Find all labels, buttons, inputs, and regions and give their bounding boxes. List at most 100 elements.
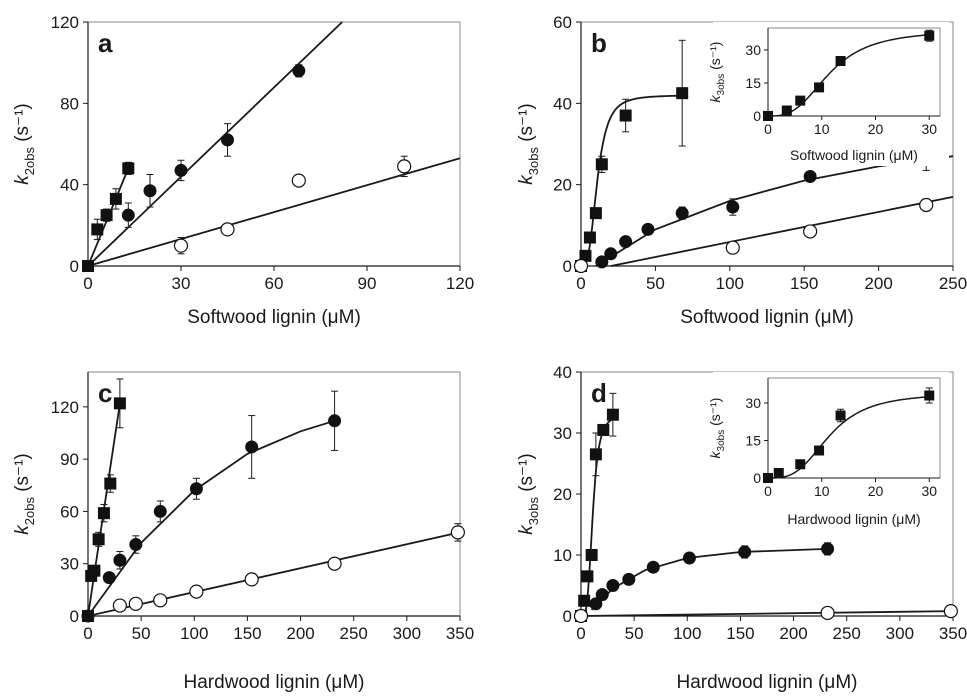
panel-a-point-square — [100, 209, 113, 222]
panel-a-y-tick-label: 0 — [70, 257, 79, 276]
panel-d-x-tick-label: 300 — [886, 624, 914, 643]
panel-a-point-circle — [121, 208, 135, 222]
panel-d-x-tick-label: 200 — [779, 624, 807, 643]
inset-y-axis-label: k3obs (s⁻¹) — [707, 42, 727, 103]
panel-d-y-tick-label: 0 — [563, 607, 572, 626]
inset-fit-line-square — [768, 34, 930, 117]
inset-y-tick-label: 30 — [745, 42, 761, 58]
panel-b-point-circle — [595, 255, 609, 269]
panel-b-point-open-circle — [803, 224, 818, 239]
inset-fit-line-square — [768, 396, 930, 479]
panel-b-y-tick-label: 0 — [563, 257, 572, 276]
panel-b-point-open-circle — [573, 258, 589, 274]
panel-c-point-square — [88, 564, 101, 577]
panel-c-point-circle — [81, 609, 95, 623]
inset-y-tick-label: 0 — [753, 108, 761, 124]
panel-c-point-circle — [153, 504, 167, 518]
panel-d-point-square — [589, 448, 602, 461]
panel-c-point-open-circle — [450, 525, 465, 540]
panel-b-point-open-circle — [725, 240, 740, 255]
panel-b-y-axis-label: k3obs (s⁻¹) — [516, 103, 541, 185]
panel-c-y-tick-label: 0 — [70, 607, 79, 626]
panel-a-y-tick-label: 120 — [51, 13, 79, 32]
panel-a: 0 30 60 90 120 0 40 80 120 Softwood lignin (μM) — [51, 13, 475, 328]
panel-d-point-circle — [589, 597, 603, 611]
panel-c-y-tick-label: 60 — [60, 502, 79, 521]
panel-a-point-circle — [143, 184, 157, 198]
inset-x-axis-label: Softwood lignin (μM) — [790, 147, 918, 163]
panel-c-point-square — [92, 533, 105, 546]
panel-a-point-circle — [221, 133, 234, 147]
panel-d-point-circle — [595, 588, 609, 602]
panel-c-point-circle — [245, 440, 259, 454]
panel-a-point-square — [122, 162, 135, 175]
panel-b-fit-line-circle — [595, 155, 954, 267]
inset-point-square — [781, 105, 792, 116]
panel-a-fit-line-open-circle — [87, 157, 461, 267]
panel-b-point-square — [676, 87, 689, 100]
panel-b-fit-line-open-circle — [610, 196, 954, 267]
panel-c: 0 50 100 150 200 250 300 350 0 30 60 90 120 Hardwood … — [51, 371, 474, 693]
panel-d-y-tick-label: 20 — [553, 485, 572, 504]
panel-b-point-square — [619, 109, 632, 122]
panel-c-x-tick-label: 250 — [340, 624, 368, 643]
inset-x-tick-label: 10 — [814, 121, 830, 137]
panel-c-point-open-circle — [112, 598, 127, 613]
panel-c-point-square — [104, 477, 117, 490]
inset-b-background — [713, 22, 949, 166]
panel-c-point-circle — [129, 538, 143, 552]
panel-c-x-tick-label: 300 — [393, 624, 421, 643]
panel-b-x-tick-label: 250 — [939, 274, 967, 293]
panel-c-point-circle — [189, 482, 203, 496]
inset-x-tick-label: 20 — [868, 121, 884, 137]
panel-c-point-open-circle — [327, 556, 342, 571]
panel-c-point-open-circle — [153, 593, 168, 608]
panel-c-fit-line-circle — [87, 419, 335, 617]
panel-d-x-tick-label: 0 — [576, 624, 585, 643]
panel-a-x-axis-label: Softwood lignin (μM) — [187, 307, 361, 328]
panel-a-point-circle — [174, 163, 188, 177]
panel-d-point-circle — [646, 560, 660, 574]
panel-c-y-tick-label: 90 — [60, 450, 79, 469]
panel-a-point-open-circle — [291, 173, 306, 188]
panel-a-point-open-circle — [397, 159, 412, 174]
panel-b-x-tick-label: 100 — [716, 274, 744, 293]
inset-x-tick-label: 0 — [764, 483, 772, 499]
panel-b-x-tick-label: 200 — [864, 274, 892, 293]
panel-b-point-square — [583, 231, 596, 244]
panel-b-y-tick-label: 20 — [553, 176, 572, 195]
panel-label-a: a — [98, 28, 113, 58]
panel-d-point-circle — [622, 572, 636, 586]
panel-a-fit-line-circle — [87, 21, 343, 267]
panel-c-point-circle — [113, 553, 127, 567]
panel-a-x-tick-label: 120 — [446, 274, 474, 293]
panel-d-point-open-circle — [943, 604, 958, 619]
inset-point-square — [773, 468, 784, 478]
inset-point-square — [795, 459, 806, 470]
panel-d-point-square — [581, 570, 594, 583]
panel-c-x-tick-label: 350 — [446, 624, 474, 643]
inset-y-tick-label: 30 — [745, 395, 761, 411]
panel-b-point-circle — [604, 247, 618, 261]
panel-label-b: b — [591, 28, 607, 58]
panel-a-x-tick-label: 30 — [172, 274, 191, 293]
inset-x-axis-label: Hardwood lignin (μM) — [787, 511, 920, 527]
panel-b-x-axis-label: Softwood lignin (μM) — [680, 307, 854, 328]
panel-b-point-square — [579, 249, 592, 262]
panel-d-point-circle — [738, 545, 752, 559]
panel-d-point-square — [606, 408, 619, 421]
panel-c-point-circle — [102, 571, 116, 585]
panel-c-y-axis-label: k2obs (s⁻¹) — [12, 453, 37, 535]
panel-d-point-circle — [682, 551, 696, 565]
inset-y-axis-label: k3obs (s⁻¹) — [707, 398, 727, 459]
panel-c-point-square — [97, 507, 110, 520]
inset-point-square — [814, 82, 825, 93]
panel-d-point-circle — [821, 542, 835, 556]
panel-b-y-tick-label: 60 — [553, 13, 572, 32]
panel-a-point-circle — [292, 64, 306, 78]
